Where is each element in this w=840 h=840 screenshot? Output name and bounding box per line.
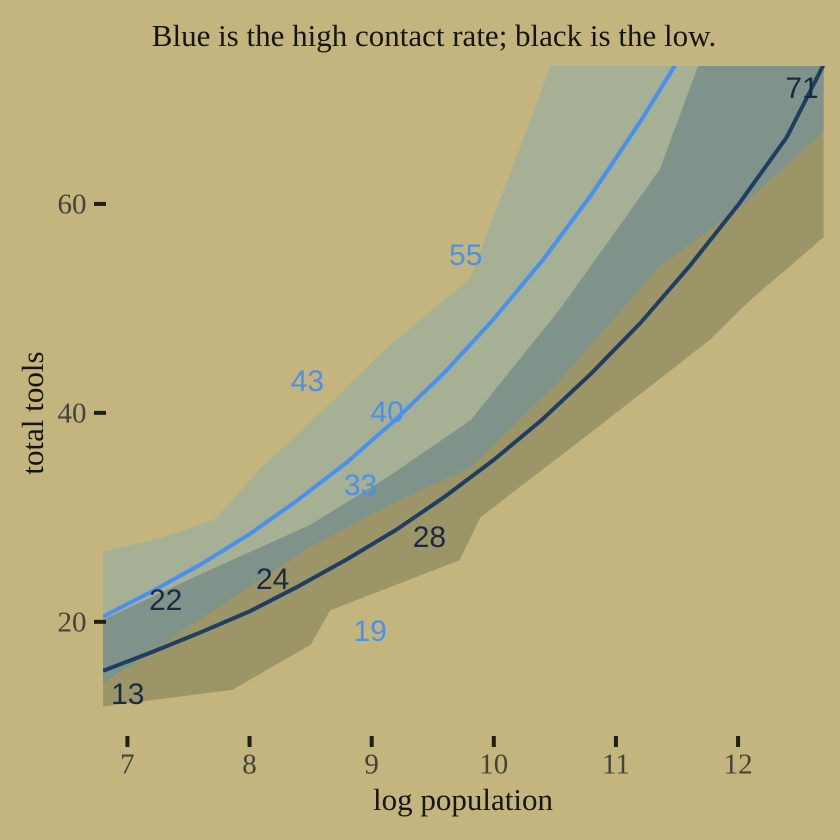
y-tick-label-40: 40	[57, 397, 87, 430]
x-tick-label-10: 10	[479, 748, 509, 781]
point-label-13: 13	[111, 677, 145, 711]
point-label-28: 28	[412, 521, 447, 555]
x-tick-label-12: 12	[723, 748, 753, 781]
point-label-43: 43	[290, 364, 325, 398]
point-label-40: 40	[370, 395, 404, 429]
chart-title: Blue is the high contact rate; black is …	[151, 18, 717, 53]
point-label-19: 19	[353, 615, 387, 649]
point-label-71: 71	[785, 71, 819, 105]
point-label-55: 55	[449, 239, 483, 273]
x-axis-label: log population	[373, 782, 553, 817]
x-tick-label-8: 8	[242, 748, 257, 781]
mean-line-low-contact	[103, 66, 826, 673]
point-label-22: 22	[148, 583, 183, 617]
x-tick-label-9: 9	[364, 748, 379, 781]
point-label-24: 24	[255, 563, 290, 597]
y-tick-label-60: 60	[57, 188, 87, 221]
point-label-33: 33	[343, 469, 378, 502]
x-tick-label-7: 7	[120, 748, 135, 781]
y-tick-label-20: 20	[57, 606, 87, 639]
mean-line-high-contact	[103, 66, 678, 619]
x-tick-label-11: 11	[601, 748, 630, 781]
y-axis-label: total tools	[15, 351, 50, 475]
interval-band-overlap	[103, 66, 824, 684]
